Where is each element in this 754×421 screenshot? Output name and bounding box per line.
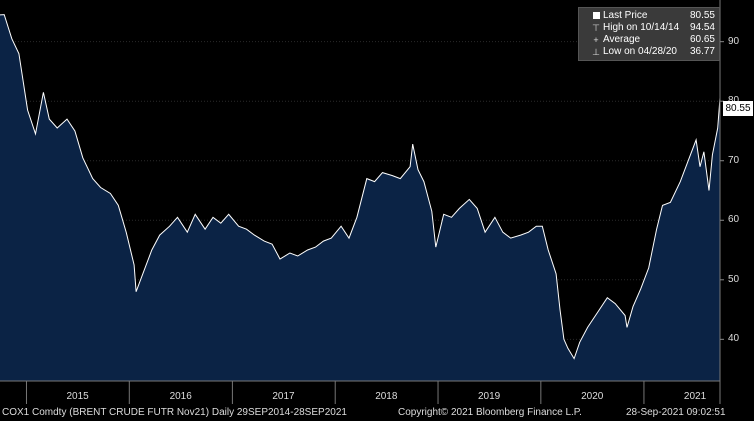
x-tick-label: 2015: [66, 391, 89, 402]
y-tick-label: 80: [728, 95, 739, 106]
y-tick-marks: [720, 41, 724, 340]
high-marker-icon: ⊤: [592, 23, 600, 33]
legend-high: ⊤ High on 10/14/14 94.54: [579, 22, 719, 34]
last-price-badge: 80.55: [723, 101, 753, 116]
low-marker-icon: ⊥: [592, 47, 600, 57]
y-tick-label: 90: [728, 35, 740, 47]
last-price-swatch-icon: [593, 12, 600, 19]
footer-copyright: Copyright© 2021 Bloomberg Finance L.P.: [398, 407, 582, 418]
y-tick-label: 40: [728, 333, 740, 345]
legend-low-value: 36.77: [689, 46, 715, 57]
price-area-fill: [0, 14, 720, 381]
year-separators: [25, 381, 645, 404]
legend-average-value: 60.65: [689, 34, 715, 45]
chart-legend: Last Price 80.55 ⊤ High on 10/14/14 94.5…: [578, 7, 720, 61]
legend-low-label: Low on 04/28/20: [603, 46, 677, 57]
legend-high-value: 94.54: [689, 22, 715, 33]
footer-timestamp: 28-Sep-2021 09:02:51: [626, 407, 726, 418]
y-tick-label: 70: [728, 154, 740, 166]
legend-last-price-label: Last Price: [603, 10, 648, 21]
y-tick-label: 50: [728, 273, 740, 285]
legend-high-label: High on 10/14/14: [603, 22, 680, 33]
x-tick-label: 2017: [272, 391, 295, 402]
price-series-line: [0, 14, 721, 360]
y-tick-label: 60: [728, 214, 740, 226]
legend-last-price-value: 80.55: [689, 10, 715, 21]
legend-last-price: Last Price 80.55: [579, 10, 719, 22]
x-tick-label: 2018: [375, 391, 398, 402]
legend-average: + Average 60.65: [579, 34, 719, 46]
legend-average-label: Average: [603, 34, 641, 45]
average-marker-icon: +: [593, 35, 599, 45]
footer-security-info: COX1 Comdty (BRENT CRUDE FUTR Nov21) Dai…: [2, 407, 347, 418]
x-tick-label: 2016: [169, 391, 192, 402]
x-tick-label: 2021: [683, 391, 707, 402]
x-tick-label: 2020: [581, 391, 604, 402]
legend-low: ⊥ Low on 04/28/20 36.77: [579, 46, 719, 58]
x-tick-label: 2019: [478, 391, 501, 402]
